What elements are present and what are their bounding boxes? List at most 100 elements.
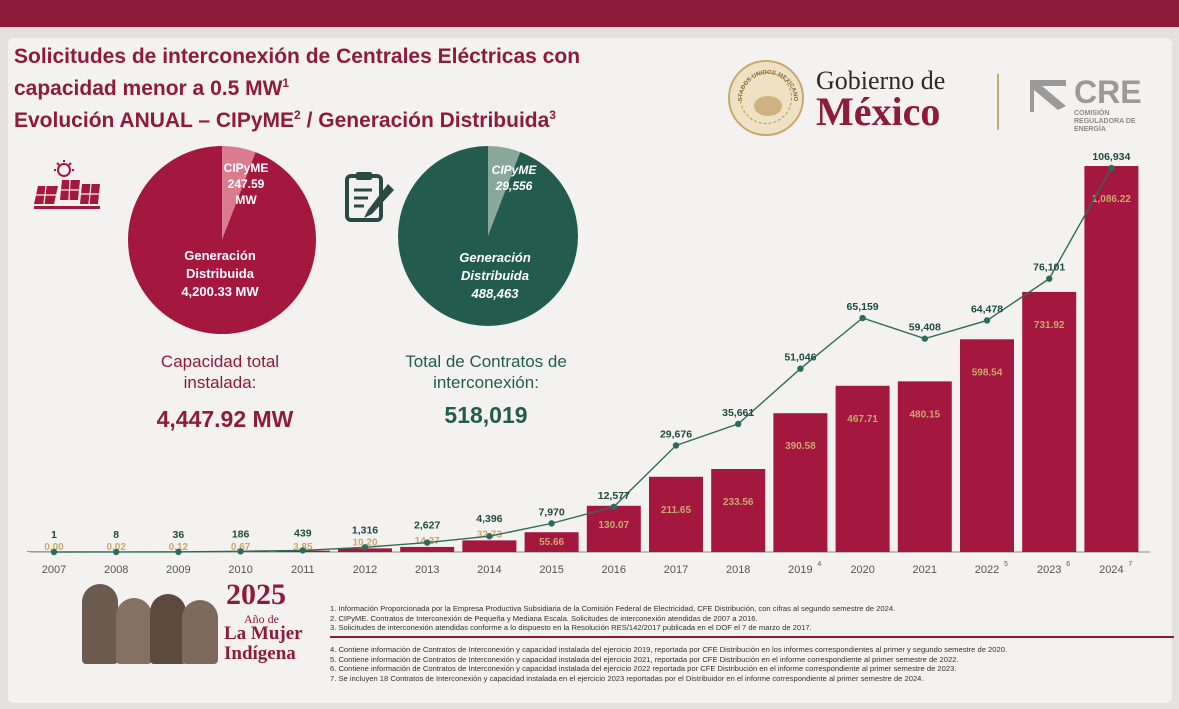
bar: [835, 385, 890, 552]
bar-value-label: 130.07: [599, 520, 630, 531]
contracts-pie-small-label: CIPyME 29,556: [484, 162, 544, 194]
line-point: [735, 420, 742, 428]
x-tick-label: 2019: [788, 564, 812, 576]
footnote: 2. CIPyME. Contratos de Interconexión de…: [330, 613, 758, 623]
x-tick-label: 2022: [975, 564, 999, 576]
line-point: [1108, 164, 1115, 172]
line-point: [113, 548, 120, 556]
top-band: [0, 0, 1179, 27]
line-point: [175, 548, 182, 556]
contracts-pie-chart: [398, 146, 578, 326]
x-tick-label: 2023: [1037, 564, 1061, 576]
footnote: 1. Información Proporcionada por la Empr…: [330, 604, 896, 613]
contracts-total-value: 518,019: [444, 402, 528, 428]
bar-value-label: 55.66: [539, 537, 564, 548]
capacity-cipyme-value: 247.59: [227, 177, 265, 191]
line-value-label: 65,159: [847, 301, 879, 313]
contracts-gd-label-1: Generación: [459, 250, 531, 265]
bar-value-label: 731.92: [1034, 320, 1065, 331]
indigenous-women-illustration: [72, 572, 222, 664]
x-tick-label: 2017: [664, 564, 688, 576]
capacity-cipyme-label: CIPyME: [223, 161, 269, 175]
footnotes-divider: [330, 636, 1174, 638]
contracts-gd-label-2: Distribuida: [461, 268, 529, 283]
line-point: [424, 539, 431, 546]
line-value-label: 76,101: [1033, 262, 1065, 274]
x-tick-label: 2016: [602, 564, 626, 576]
footer-branding: 2025 Año de La Mujer Indígena: [72, 572, 322, 664]
cre-subtitle: COMISIÓN REGULADORA DE ENERGÍA: [1074, 110, 1136, 133]
footnotes-a: 1. Información Proporcionada por la Empr…: [330, 604, 1160, 633]
bar-value-label: 0.02: [106, 542, 126, 553]
bar: [1084, 166, 1139, 552]
x-tick-label: 2024: [1099, 564, 1123, 576]
line-value-label: 439: [294, 527, 312, 539]
line-value-label: 1: [51, 529, 57, 541]
line-value-label: 36: [173, 529, 185, 541]
capacity-pie-chart: [128, 146, 316, 334]
x-tick-superscript: 5: [1004, 561, 1008, 568]
line-value-label: 8: [113, 529, 119, 541]
title-sup-2: 2: [294, 108, 301, 122]
title-line-2: capacidad menor a 0.5 MW: [14, 77, 283, 100]
line-point: [361, 544, 369, 551]
bar-value-label: 390.58: [785, 441, 816, 452]
bar: [524, 532, 579, 552]
footer-mujer-line-2: Indígena: [224, 643, 296, 664]
cre-text: CRE: [1074, 74, 1142, 110]
line-value-label: 64,478: [971, 303, 1003, 315]
footnote: 5. Contiene información de Contratos de …: [330, 654, 959, 664]
capacity-total-label: Capacidad total instalada:: [160, 352, 280, 392]
line-point: [1046, 275, 1053, 282]
footer-year: 2025: [226, 578, 286, 611]
bar-value-label: 10.20: [352, 537, 377, 548]
capacity-gd-value: 4,200.33 MW: [181, 284, 259, 299]
x-tick-label: 2012: [353, 564, 377, 576]
x-tick-label: 2020: [850, 564, 874, 576]
footnote: 6. Contiene información de Contratos de …: [330, 664, 957, 674]
contracts-gd-value: 488,463: [471, 286, 519, 301]
line-point: [921, 335, 928, 342]
line-value-label: 2,627: [414, 520, 440, 532]
bar-value-label: 233.56: [723, 497, 754, 508]
footer-ano-de: Año de: [244, 612, 279, 626]
bar-value-label: 0.12: [169, 542, 189, 553]
contracts-line: [53, 167, 1113, 553]
bar: [897, 381, 952, 552]
line-point: [672, 442, 680, 449]
bar: [586, 505, 641, 552]
cre-logo: CRE COMISIÓN REGULADORA DE ENERGÍA: [1028, 74, 1158, 144]
line-value-label: 29,676: [660, 428, 692, 440]
page-title: Solicitudes de interconexión de Centrale…: [14, 44, 714, 134]
title-sup-3: 3: [549, 108, 556, 122]
line-point: [237, 548, 244, 555]
line-point: [50, 548, 58, 556]
x-tick-label: 2007: [42, 564, 66, 576]
x-tick-label: 2011: [291, 564, 315, 576]
contracts-cipyme-label: CIPyME: [491, 163, 537, 177]
line-value-label: 51,046: [784, 352, 816, 364]
footnotes-b: 4. Contiene información de Contratos de …: [330, 645, 1160, 683]
contracts-total-label: Total de Contratos de interconexión:: [405, 352, 567, 392]
capacity-gd-label-2: Distribuida: [186, 266, 254, 281]
x-tick-label: 2013: [415, 564, 439, 576]
line-value-label: 106,934: [1092, 151, 1130, 163]
x-tick-label: 2010: [228, 564, 252, 576]
cre-mark-icon: [1030, 80, 1066, 112]
bar: [960, 339, 1014, 552]
bar: [400, 546, 455, 552]
x-tick-superscript: 6: [1066, 561, 1070, 568]
bar-value-label: 1,086.22: [1092, 194, 1131, 205]
capacity-pie-big-label: Generación Distribuida 4,200.33 MW: [155, 247, 285, 301]
x-tick-superscript: 7: [1128, 561, 1132, 568]
solar-panel-icon: [34, 160, 100, 209]
bar: [462, 540, 517, 552]
line-value-label: 1,316: [352, 524, 378, 536]
gob-line-2: México: [816, 89, 941, 134]
line-point: [486, 533, 493, 540]
x-tick-label: 2014: [477, 564, 501, 576]
capacity-total-value: 4,447.92 MW: [156, 406, 294, 432]
gob-line-1: Gobierno de: [816, 66, 946, 95]
x-tick-label: 2021: [913, 564, 937, 576]
